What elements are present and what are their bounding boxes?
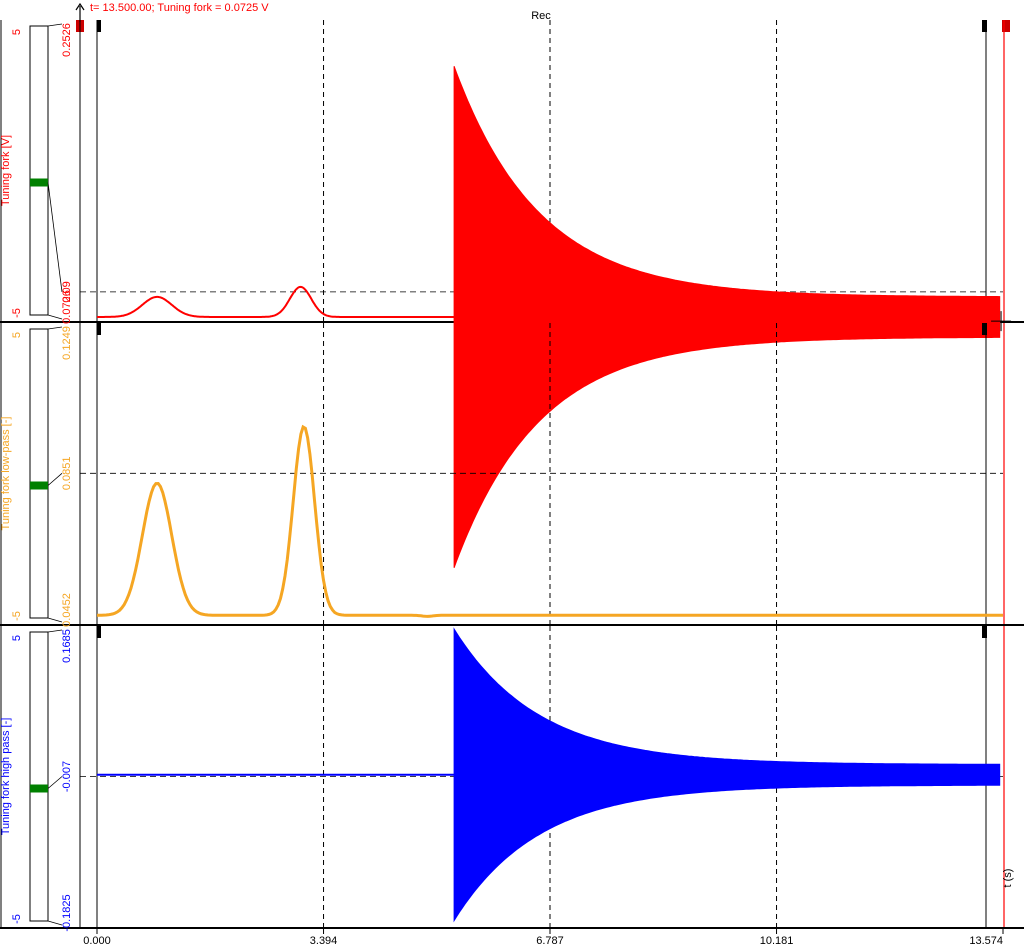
channel-label: Tuning fork low-pass [-]: [0, 417, 12, 531]
level-scale-min: -5: [11, 611, 23, 621]
range-start-tab[interactable]: [97, 626, 101, 638]
range-start-tab[interactable]: [97, 20, 101, 32]
channel-label: Tuning fork high pass [-]: [0, 718, 12, 836]
x-tick-label: 10.181: [760, 935, 794, 947]
time-axis: 0.000 3.394 6.787 10.181 13.574: [80, 927, 1004, 947]
level-indicator[interactable]: [30, 784, 48, 793]
level-indicator[interactable]: [30, 178, 48, 187]
channel-panel-3: 5 -5 Tuning fork high pass [-] 0.1685 -0.007…: [0, 626, 1024, 932]
level-scale-max: 5: [11, 332, 23, 338]
level-bar[interactable]: [29, 631, 49, 922]
channel-label: Tuning fork [V]: [0, 135, 12, 206]
crosshair-icon[interactable]: [991, 311, 1012, 332]
range-start-tab[interactable]: [97, 323, 101, 335]
oscillation-envelope: [453, 66, 1001, 568]
level-bar[interactable]: [29, 328, 49, 619]
y-tick-label: 0.1249: [61, 326, 73, 360]
signal-trace: [97, 627, 1001, 923]
y-tick-label: -0.1825: [61, 894, 73, 931]
cursor-arrow-icon: [75, 2, 85, 22]
range-end-tab[interactable]: [982, 20, 987, 32]
signal-baseline: [97, 424, 1003, 618]
range-end-tab[interactable]: [982, 626, 987, 638]
scale-connector: [47, 326, 63, 623]
x-tick-label: 6.787: [536, 935, 564, 947]
recorder-label: Rec: [531, 10, 551, 22]
y-tick-label: 0.09: [61, 281, 73, 302]
y-tick-label: 0.1685: [61, 629, 73, 663]
level-scale-max: 5: [11, 29, 23, 35]
scale-connector: [47, 23, 63, 320]
x-tick-label: 3.394: [310, 935, 338, 947]
header-bar: t= 13.500.00; Tuning fork = 0.0725 V Rec: [75, 2, 1010, 32]
x-tick-label: 0.000: [83, 935, 111, 947]
y-tick-label: 0.0452: [61, 593, 73, 627]
oscillation-envelope: [453, 627, 1001, 923]
y-tick-label: 0.0851: [61, 456, 73, 490]
channel-panel-2: 5 -5 Tuning fork low-pass [-] 0.1249 0.0851 0…: [0, 323, 1024, 627]
y-tick-label: -0.007: [61, 761, 73, 792]
channel-panel-1: 5 -5 Tuning fork [V] 0.2526 0.090.0726: [0, 20, 1024, 568]
time-unit-label: t (s): [1002, 869, 1014, 888]
level-scale-max: 5: [11, 635, 23, 641]
cursor-readout: t= 13.500.00; Tuning fork = 0.0725 V: [90, 2, 269, 14]
level-bar[interactable]: [29, 25, 49, 316]
range-end-tab[interactable]: [982, 323, 987, 335]
signal-trace: [97, 66, 1001, 568]
level-scale-min: -5: [11, 308, 23, 318]
signal-trace: [97, 424, 1003, 618]
level-indicator[interactable]: [30, 481, 48, 490]
right-marker-flag[interactable]: [1002, 20, 1010, 32]
y-tick-label: 0.0726: [61, 290, 73, 324]
scale-connector: [47, 629, 63, 926]
x-tick-label: 13.574: [969, 935, 1003, 947]
signal-baseline: [97, 285, 455, 318]
y-tick-label: 0.2526: [61, 23, 73, 57]
level-scale-min: -5: [11, 914, 23, 924]
